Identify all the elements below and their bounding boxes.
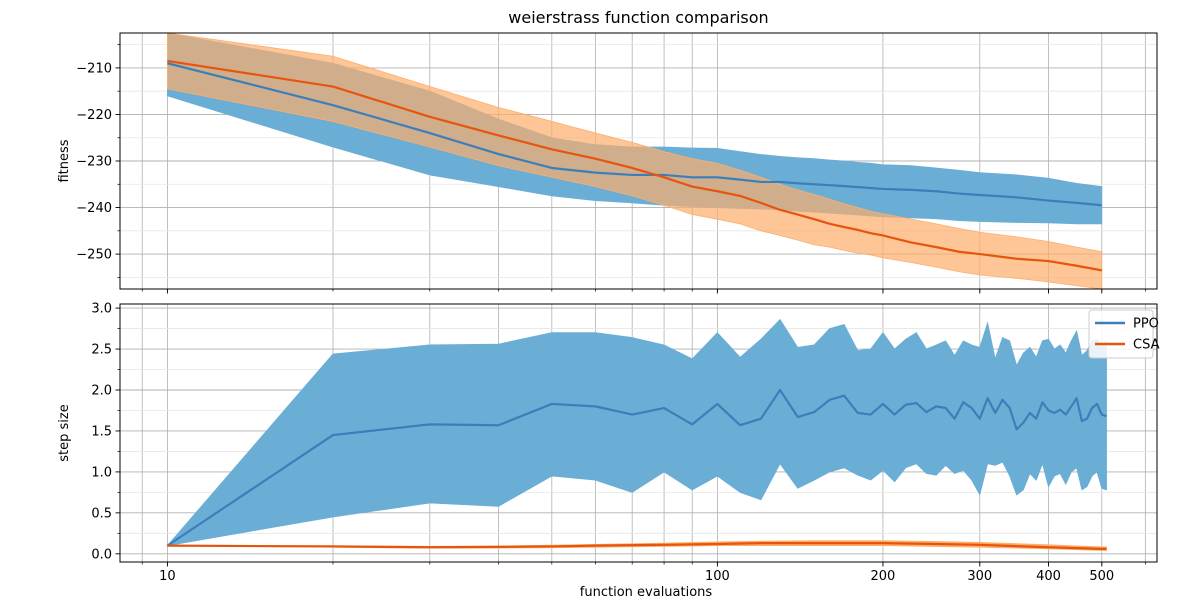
step-size-ticks: 0.0 0.5 1.0 1.5 2.0 2.5 3.0 10 100 200 300 400 500 [91,302,1146,584]
x-axis-label: function evaluations [580,585,713,600]
step-size-y-tick-label: 1.5 [91,424,112,439]
fitness-panel: −210 −220 −230 −240 −250 fitness [57,32,1158,294]
x-tick-label: 400 [1036,569,1061,584]
fitness-ticks: −210 −220 −230 −240 −250 [76,44,1146,294]
fitness-y-tick-label: −230 [76,155,112,170]
chart-title: weierstrass function comparison [508,8,768,27]
step-size-panel: 0.0 0.5 1.0 1.5 2.0 2.5 3.0 10 100 200 300 400 500 s… [57,302,1158,584]
step-size-y-tick-label: 1.0 [91,465,112,480]
fitness-y-tick-label: −220 [76,108,112,123]
fitness-y-axis-label: fitness [57,139,72,182]
legend-label-ppo: PPO [1133,317,1159,332]
legend: PPO CSA [1088,309,1160,359]
fitness-y-tick-label: −240 [76,201,112,216]
x-tick-label: 200 [871,569,896,584]
step-size-y-tick-label: 2.5 [91,343,112,358]
step-size-line-ppo [166,388,1107,547]
step-size-y-tick-label: 2.0 [91,384,112,399]
step-size-line-csa [167,542,1107,551]
fitness-y-tick-label: −250 [76,248,112,263]
fitness-line-csa [167,59,1102,272]
step-size-band-ppo [166,318,1107,547]
x-tick-label: 500 [1089,569,1114,584]
x-tick-label: 100 [705,569,730,584]
step-size-y-tick-label: 3.0 [91,302,112,317]
step-size-axes-frame [119,303,1158,563]
x-tick-label: 10 [159,569,176,584]
fitness-y-tick-label: −210 [76,61,112,76]
fitness-plot-area [167,33,1103,289]
step-size-y-tick-label: 0.0 [91,547,112,562]
step-size-y-tick-label: 0.5 [91,506,112,521]
step-size-y-axis-label: step size [57,404,72,461]
step-size-plot-area [166,318,1107,551]
fitness-band-csa [167,33,1103,289]
legend-label-csa: CSA [1133,338,1160,353]
x-tick-label: 300 [967,569,992,584]
fitness-line-ppo [167,62,1102,207]
